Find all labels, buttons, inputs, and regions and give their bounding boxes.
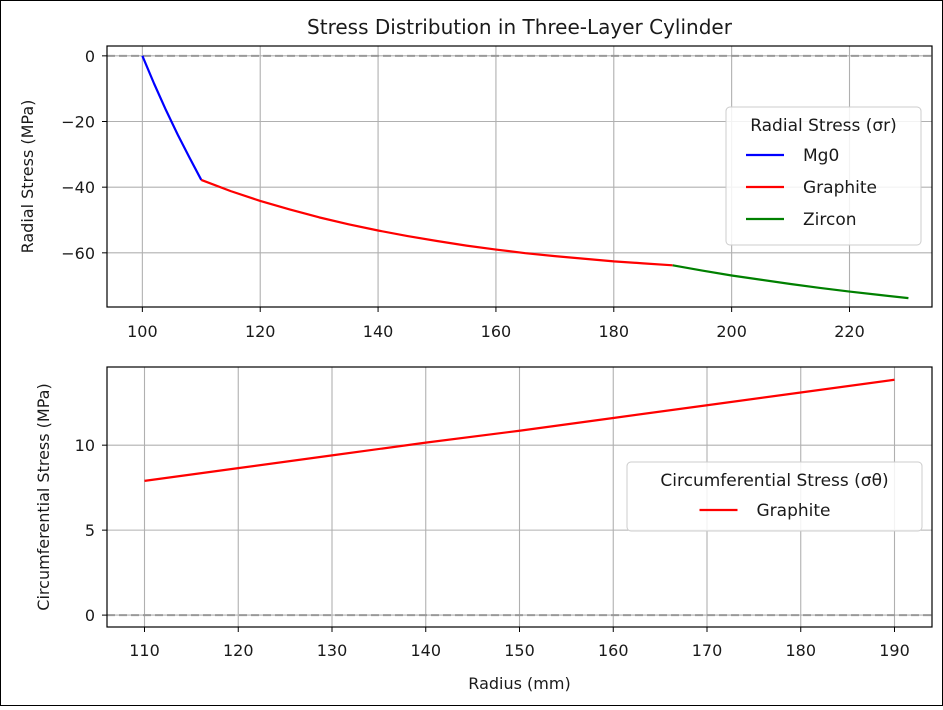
- chart2-x-tick-label: 140: [410, 641, 441, 660]
- chart2-x-axis-label: Radius (mm): [468, 674, 570, 693]
- chart1-legend-label-zircon: Zircon: [803, 210, 857, 230]
- chart1-series-line-zircon: [672, 264, 909, 300]
- chart2-x-tick-label: 130: [317, 641, 348, 660]
- chart2-series-line-graphite: [144, 378, 895, 482]
- chart1-y-tick-label: −60: [61, 244, 95, 263]
- chart1-series-line-graphite: [200, 178, 673, 267]
- chart1-x-tick-label: 140: [363, 322, 394, 341]
- chart2-legend-title: Circumferential Stress (σθ): [660, 471, 888, 491]
- chart1-legend-box: [725, 106, 922, 246]
- chart2-x-tick-label: 150: [504, 641, 535, 660]
- chart2-x-tick-label: 120: [223, 641, 254, 660]
- chart1-y-tick-label: −20: [61, 113, 95, 132]
- chart1-legend-label-mg0: Mg0: [803, 146, 839, 166]
- chart2-x-tick-label: 190: [879, 641, 910, 660]
- chart2-y-tick-label: 0: [85, 606, 95, 625]
- chart2-x-tick-label: 160: [598, 641, 629, 660]
- chart1-legend-label-graphite: Graphite: [803, 178, 877, 198]
- chart1-series-line-mg0: [141, 55, 203, 181]
- chart1-x-tick-label: 100: [127, 322, 158, 341]
- chart2-legend-box: [626, 461, 923, 532]
- chart2-x-tick-label: 170: [692, 641, 723, 660]
- chart1-axes-frame: [106, 45, 933, 308]
- chart1-y-tick-label: 0: [85, 47, 95, 66]
- chart2-y-tick-label: 10: [75, 436, 95, 455]
- chart1-y-tick-label: −40: [61, 178, 95, 197]
- chart2-legend-label-graphite: Graphite: [757, 501, 831, 521]
- chart2-x-tick-label: 180: [785, 641, 816, 660]
- chart1-x-tick-label: 220: [834, 322, 865, 341]
- chart1-x-tick-label: 180: [599, 322, 630, 341]
- chart1-title: Stress Distribution in Three-Layer Cylin…: [307, 15, 733, 39]
- chart2-y-tick-label: 5: [85, 521, 95, 540]
- chart2-y-axis-label: Circumferential Stress (MPa): [34, 383, 53, 610]
- chart1-x-tick-label: 120: [245, 322, 276, 341]
- chart1-legend-title: Radial Stress (σr): [750, 116, 897, 136]
- chart1-x-tick-label: 200: [716, 322, 747, 341]
- chart1-y-axis-label: Radial Stress (MPa): [18, 100, 37, 254]
- chart2-x-tick-label: 110: [129, 641, 160, 660]
- chart1-x-tick-label: 160: [481, 322, 512, 341]
